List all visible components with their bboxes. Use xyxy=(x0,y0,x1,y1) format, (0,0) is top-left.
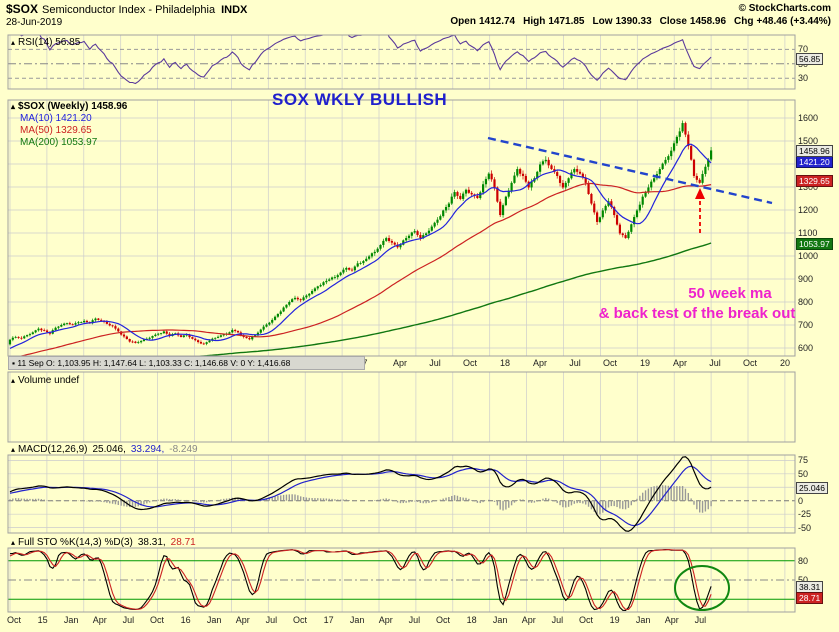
price-label-text: $SOX (Weekly) 1458.96 xyxy=(18,101,128,112)
sto-d-value: 28.71 xyxy=(170,537,196,548)
stockcharts-credit: © StockCharts.com xyxy=(738,3,831,14)
annotation-note-2: & back test of the break out xyxy=(598,305,796,322)
quote-value: +48.46 (+3.44%) xyxy=(756,16,832,27)
panel-marker-icon: ▴ xyxy=(11,102,16,111)
volume-label-text: Volume undef xyxy=(18,375,80,386)
ma200-label: MA(200) 1053.97 xyxy=(20,137,98,148)
annotation-headline: SOX WKLY BULLISH xyxy=(272,90,448,109)
ma50-label: MA(50) 1329.65 xyxy=(20,125,92,136)
quote-key: Open xyxy=(450,16,476,27)
panel-marker-icon: ▴ xyxy=(11,538,16,547)
price-last-value-box: 1458.96 xyxy=(796,145,833,157)
quote-value: 1458.96 xyxy=(689,16,727,27)
panel-marker-icon: ▴ xyxy=(11,376,16,385)
ma50-value-box: 1329.65 xyxy=(796,175,833,187)
chart-date: 28-Jun-2019 xyxy=(6,17,63,28)
rsi-panel-label: ▴ RSI(14) 56.85 xyxy=(11,37,80,48)
symbol-name: Semiconductor Index - Philadelphia xyxy=(42,4,216,16)
quote-key: Close xyxy=(659,16,687,27)
exchange: INDX xyxy=(221,4,248,16)
price-panel-label: ▴ $SOX (Weekly) 1458.96 xyxy=(11,101,127,112)
chart-header: $SOX Semiconductor Index - Philadelphia IN… xyxy=(6,2,247,16)
macd-panel-label: ▴ MACD(12,26,9) 25.046, 33.294, -8.249 xyxy=(11,444,198,455)
sto-label-text: Full STO %K(14,3) %D(3) xyxy=(18,537,133,548)
rsi-value-box: 56.85 xyxy=(796,53,824,65)
macd-value-box: 25.046 xyxy=(796,482,828,494)
macd-label-text: MACD(12,26,9) xyxy=(18,444,88,455)
sto-k-value: 38.31, xyxy=(137,537,166,548)
info-bar-text: 11 Sep O: 1,103.95 H: 1,147.64 L: 1,103.… xyxy=(17,358,291,368)
quote-value: 1471.85 xyxy=(548,16,585,27)
header-quote: Open 1412.74 High 1471.85 Low 1390.33 Close 145… xyxy=(442,16,831,27)
volume-panel-label: ▴ Volume undef xyxy=(11,375,79,386)
quote-value: 1390.33 xyxy=(615,16,652,27)
panel-marker-icon: ▴ xyxy=(11,38,16,47)
symbol: $SOX xyxy=(6,2,39,16)
info-marker-icon: ▪ xyxy=(12,358,16,368)
macd-signal-value: 33.294, xyxy=(130,444,165,455)
crosshair-info-bar: ▪ 11 Sep O: 1,103.95 H: 1,147.64 L: 1,10… xyxy=(8,356,365,370)
quote-key: Chg xyxy=(734,16,754,27)
ma10-label: MA(10) 1421.20 xyxy=(20,113,92,124)
panel-marker-icon: ▴ xyxy=(11,445,16,454)
quote-key: High xyxy=(523,16,546,27)
sto-d-value-box: 28.71 xyxy=(796,592,824,604)
ma200-value-box: 1053.97 xyxy=(796,238,833,250)
macd-value: 25.046, xyxy=(92,444,126,455)
sto-panel-label: ▴ Full STO %K(14,3) %D(3) 38.31, 28.71 xyxy=(11,537,196,548)
rsi-label-text: RSI(14) 56.85 xyxy=(18,37,81,48)
ma10-value-box: 1421.20 xyxy=(796,156,833,168)
quote-key: Low xyxy=(592,16,613,27)
annotation-note-1: 50 week ma xyxy=(688,285,772,302)
quote-value: 1412.74 xyxy=(478,16,516,27)
macd-hist-value: -8.249 xyxy=(169,444,198,455)
